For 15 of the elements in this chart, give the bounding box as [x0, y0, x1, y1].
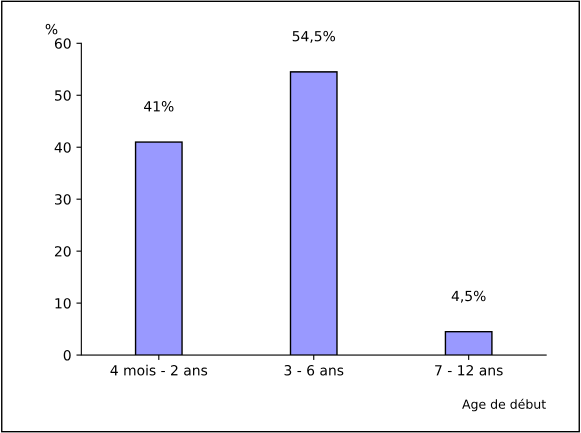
data-label: 41%: [144, 101, 174, 112]
y-tick-label: 60: [54, 38, 71, 49]
data-label: 4,5%: [452, 290, 486, 303]
x-tick-label: 3 - 6 ans: [284, 365, 344, 376]
y-axis-title: %: [46, 24, 58, 34]
y-tick-label: 40: [54, 142, 71, 153]
y-tick-label: 0: [64, 350, 71, 361]
x-tick-label: 4 mois - 2 ans: [110, 364, 208, 376]
x-tick-label: 7 - 12 ans: [435, 365, 503, 376]
x-axis-title: Age de début: [462, 398, 546, 412]
y-tick-label: 20: [54, 246, 71, 257]
data-label: 54,5%: [292, 30, 336, 43]
y-tick-label: 50: [55, 90, 71, 101]
y-tick-label: 10: [55, 298, 71, 309]
y-tick-label: 30: [55, 194, 71, 205]
